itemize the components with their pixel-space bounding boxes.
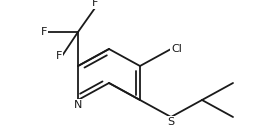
Text: F: F xyxy=(41,27,47,37)
Text: N: N xyxy=(74,100,82,110)
Text: F: F xyxy=(56,51,62,61)
Text: F: F xyxy=(92,0,98,8)
Text: S: S xyxy=(167,117,174,127)
Text: Cl: Cl xyxy=(171,44,182,54)
